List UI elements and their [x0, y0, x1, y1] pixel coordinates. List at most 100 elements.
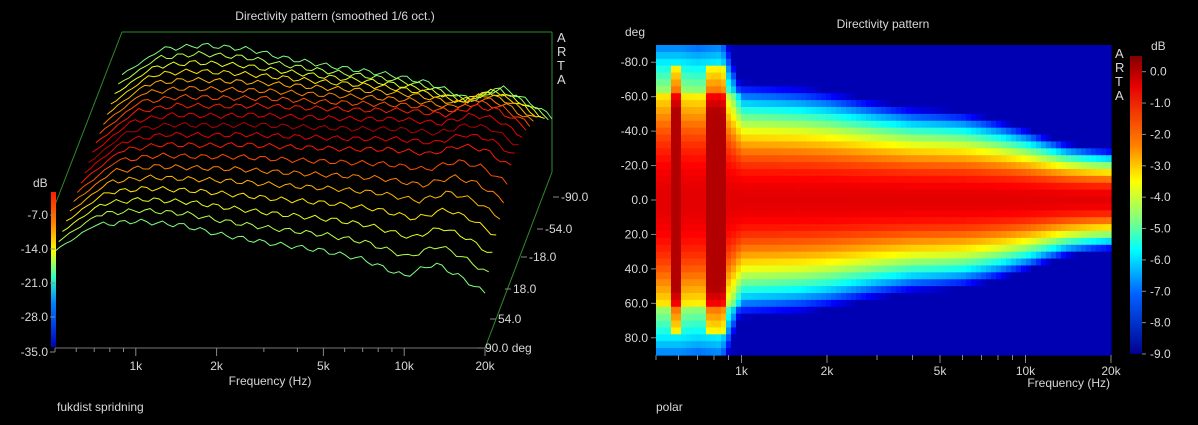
- heatmap-cell: [956, 141, 962, 149]
- heatmap-cell: [676, 279, 682, 287]
- heatmap-cell: [1016, 51, 1022, 60]
- heatmap-cell: [871, 299, 877, 308]
- waterfall-curve: [80, 142, 512, 184]
- heatmap-cell: [671, 79, 677, 87]
- heatmap-cell: [671, 210, 677, 218]
- heatmap-cell: [721, 100, 727, 108]
- heatmap-cell: [786, 272, 792, 280]
- heatmap-cell: [856, 155, 862, 163]
- heatmap-cell: [756, 348, 762, 356]
- heatmap-cell: [781, 58, 787, 67]
- heatmap-cell: [876, 134, 882, 143]
- heatmap-cell: [836, 79, 842, 87]
- heatmap-cell: [926, 293, 932, 301]
- heatmap-cell: [891, 148, 897, 156]
- heatmap-cell: [806, 107, 812, 115]
- heatmap-cell: [826, 58, 832, 67]
- heatmap-cell: [1061, 100, 1067, 108]
- heatmap-cell: [791, 320, 797, 329]
- heatmap-cell: [746, 155, 752, 163]
- heatmap-cell: [706, 72, 712, 81]
- heatmap-cell: [936, 203, 942, 211]
- heatmap-cell: [666, 93, 672, 101]
- heatmap-cell: [676, 162, 682, 170]
- heatmap-cell: [946, 286, 952, 294]
- heatmap-cell: [671, 155, 677, 163]
- heatmap-cell: [766, 113, 772, 122]
- heatmap-cell: [721, 134, 727, 143]
- heatmap-cell: [1056, 341, 1062, 349]
- heatmap-cell: [1106, 224, 1112, 232]
- heatmap-cell: [986, 196, 992, 205]
- heatmap-cell: [711, 127, 717, 136]
- heatmap-cell: [686, 169, 692, 177]
- heatmap-cell: [931, 86, 937, 94]
- heatmap-cell: [751, 203, 757, 211]
- heatmap-cell: [831, 169, 837, 177]
- heatmap-cell: [986, 100, 992, 108]
- heatmap-cell: [866, 258, 872, 267]
- heatmap-cell: [781, 175, 787, 184]
- heatmap-cell: [901, 286, 907, 294]
- heatmap-cell: [931, 134, 937, 143]
- heatmap-cell: [1071, 113, 1077, 122]
- heatmap-cell: [1096, 293, 1102, 301]
- heatmap-cell: [876, 148, 882, 156]
- heatmap-cell: [1051, 231, 1057, 239]
- heatmap-cell: [731, 299, 737, 308]
- heatmap-cell: [661, 286, 667, 294]
- heatmap-cell: [1086, 134, 1092, 143]
- heatmap-cell: [1001, 237, 1007, 246]
- heatmap-cell: [816, 348, 822, 356]
- heatmap-cell: [696, 134, 702, 143]
- heatmap-cell: [671, 134, 677, 143]
- heatmap-cell: [796, 182, 802, 191]
- heatmap-cell: [891, 127, 897, 136]
- heatmap-cell: [801, 58, 807, 67]
- heatmap-cell: [1066, 134, 1072, 143]
- heatmap-cell: [856, 306, 862, 315]
- heatmap-cell: [706, 155, 712, 163]
- heatmap-cell: [996, 86, 1002, 94]
- heatmap-cell: [1051, 237, 1057, 246]
- heatmap-cell: [776, 334, 782, 342]
- heatmap-cell: [861, 272, 867, 280]
- heatmap-cell: [926, 79, 932, 87]
- heatmap-cell: [761, 272, 767, 280]
- heatmap-cell: [946, 107, 952, 115]
- heatmap-cell: [1006, 299, 1012, 308]
- heatmap-cell: [1031, 65, 1037, 74]
- heatmap-cell: [706, 293, 712, 301]
- heatmap-cell: [771, 251, 777, 260]
- heatmap-cell: [1041, 258, 1047, 267]
- heatmap-cell: [1026, 203, 1032, 211]
- heatmap-cell: [746, 182, 752, 191]
- heatmap-cell: [861, 203, 867, 211]
- heatmap-cell: [901, 175, 907, 184]
- heatmap-cell: [761, 86, 767, 94]
- heatmap-cell: [986, 162, 992, 170]
- heatmap-cell: [901, 320, 907, 329]
- heatmap-cell: [686, 86, 692, 94]
- heatmap-cell: [806, 286, 812, 294]
- heatmap-cell: [696, 334, 702, 342]
- heatmap-cell: [681, 45, 687, 53]
- heatmap-cell: [866, 86, 872, 94]
- heatmap-cell: [791, 244, 797, 253]
- heatmap-cell: [1071, 231, 1077, 239]
- heatmap-cell: [846, 127, 852, 136]
- heatmap-cell: [806, 244, 812, 253]
- heatmap-cell: [691, 169, 697, 177]
- heatmap-cell: [831, 79, 837, 87]
- heatmap-cell: [706, 286, 712, 294]
- heatmap-cell: [981, 237, 987, 246]
- heatmap-cell: [1001, 182, 1007, 191]
- heatmap-cell: [766, 65, 772, 74]
- heatmap-cell: [1061, 175, 1067, 184]
- heatmap-cell: [766, 244, 772, 253]
- heatmap-cell: [696, 72, 702, 81]
- heatmap-cell: [1036, 72, 1042, 81]
- heatmap-cell: [736, 341, 742, 349]
- heatmap-cell: [686, 320, 692, 329]
